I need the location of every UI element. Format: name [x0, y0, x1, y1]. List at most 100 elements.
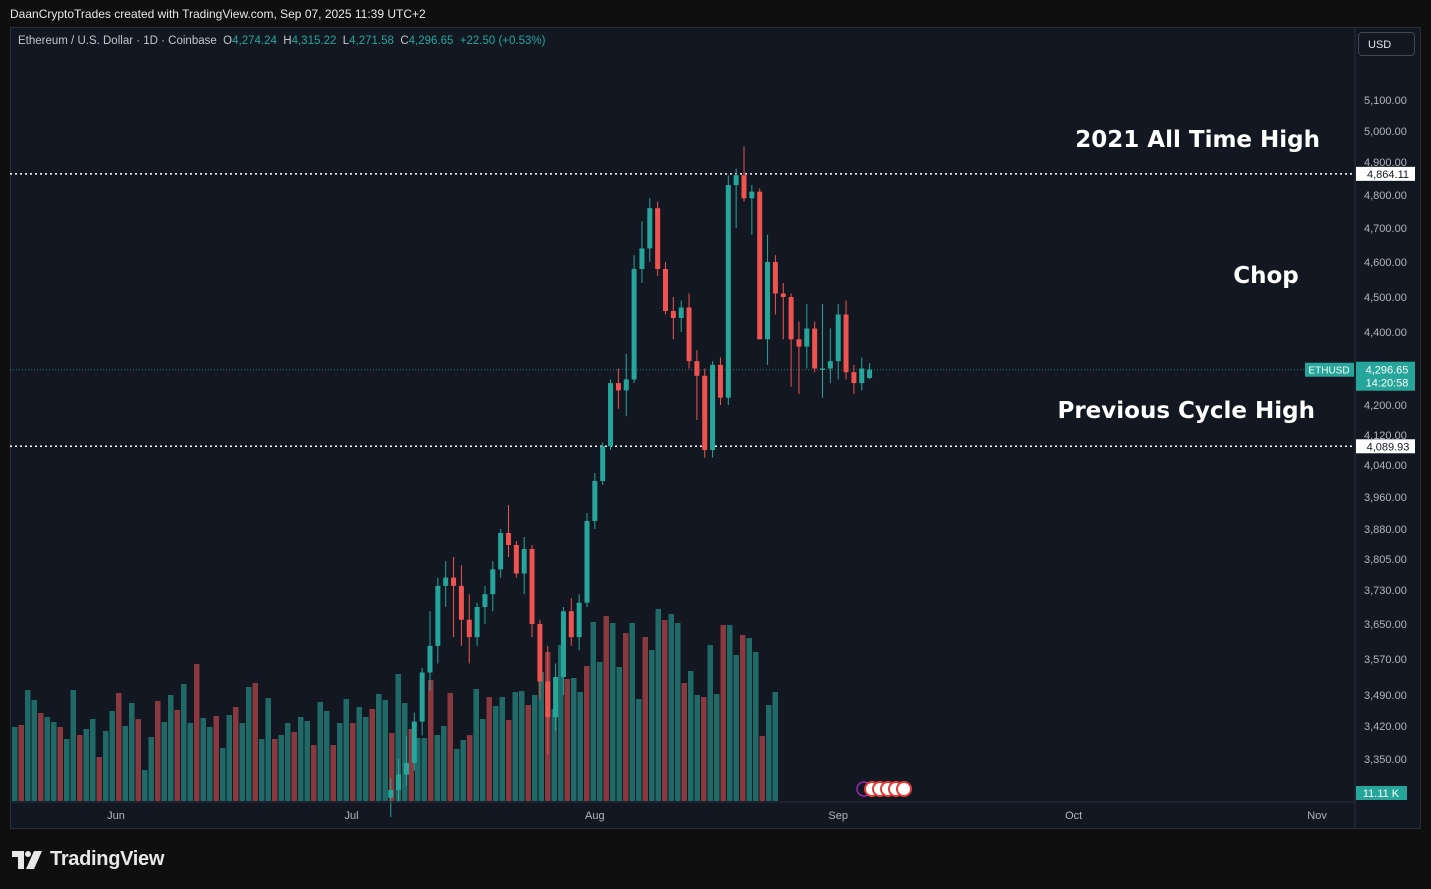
volume-bar: [558, 645, 564, 801]
y-tick-label: 4,500.00: [1364, 292, 1407, 304]
candle-body: [443, 577, 449, 586]
x-tick-label: Jun: [107, 810, 125, 822]
symbol-description: Ethereum / U.S. Dollar · 1D · Coinbase: [18, 35, 217, 47]
y-tick-label: 4,200.00: [1364, 400, 1407, 412]
candle-body: [545, 681, 551, 718]
candle-body: [663, 269, 668, 311]
x-tick-label: Nov: [1307, 810, 1327, 822]
volume-bar: [135, 719, 141, 801]
volume-bar: [64, 739, 70, 801]
close-value: 4,296.65: [408, 35, 454, 47]
volume-bar: [350, 723, 356, 801]
volume-bar: [382, 700, 388, 801]
volume-bar: [356, 707, 362, 801]
candle-body: [608, 383, 614, 447]
volume-bar: [272, 739, 278, 801]
bar-countdown: 14:20:58: [1366, 378, 1409, 390]
candle-body: [600, 446, 606, 481]
volume-bar: [168, 695, 174, 801]
candle-body: [647, 208, 653, 249]
candle-body: [451, 577, 457, 586]
volume-bar: [740, 635, 746, 801]
y-tick-label: 4,400.00: [1364, 327, 1407, 339]
y-tick-label: 3,960.00: [1364, 492, 1407, 504]
candle-body: [851, 372, 857, 384]
volume-bar: [285, 723, 291, 801]
volume-bar: [161, 722, 167, 801]
volume-bar: [707, 645, 713, 801]
y-tick-label: 3,420.00: [1364, 721, 1407, 733]
y-tick-label: 4,900.00: [1364, 157, 1407, 169]
volume-bar: [460, 740, 466, 801]
candle-body: [419, 672, 425, 722]
volume-badge: [1356, 786, 1407, 800]
economic-event-icon: [896, 781, 912, 797]
candle-body: [867, 369, 873, 378]
volume-bar: [239, 723, 245, 801]
volume-bar: [571, 678, 577, 801]
volume-value: 11.11 K: [1363, 788, 1400, 800]
y-tick-label: 3,350.00: [1364, 754, 1407, 766]
volume-bar: [148, 737, 154, 801]
symbol-tag-label: ETHUSD: [1308, 366, 1349, 377]
y-tick-label: 3,805.00: [1364, 554, 1407, 566]
volume-bar: [486, 697, 492, 801]
volume-bar: [772, 692, 778, 801]
volume-bar: [122, 726, 128, 801]
volume-bar: [207, 727, 213, 801]
volume-bar: [766, 705, 772, 801]
volume-bar: [324, 711, 330, 801]
volume-bar: [389, 733, 395, 801]
volume-bar: [142, 770, 148, 801]
volume-bar: [187, 723, 193, 801]
candle-body: [513, 545, 519, 574]
y-tick-label: 4,040.00: [1364, 460, 1407, 472]
candle-body: [553, 677, 559, 718]
candle-body: [733, 175, 739, 186]
volume-bar: [408, 729, 414, 801]
last-price-badge: [1356, 361, 1415, 391]
volume-bar: [597, 662, 603, 801]
close-label: C: [400, 35, 409, 47]
volume-bar: [337, 723, 343, 801]
volume-bar: [675, 623, 681, 801]
volume-bar: [109, 711, 115, 801]
key-level-price-value: 4,864.11: [1367, 169, 1409, 181]
candle-body: [576, 602, 582, 638]
candle-body: [694, 361, 700, 376]
key-level-price-value: 4,089.93: [1367, 441, 1410, 453]
volume-bar: [616, 667, 622, 801]
candle-body: [388, 790, 394, 798]
candle-body: [812, 328, 818, 369]
brand-name: TradingView: [50, 848, 165, 870]
volume-bar: [174, 710, 180, 801]
volume-bar: [759, 736, 765, 801]
tradingview-logo: TradingView: [12, 848, 164, 871]
candle-body: [435, 585, 441, 646]
volume-bar: [746, 638, 752, 801]
volume-bar: [493, 706, 499, 801]
y-tick-label: 4,120.00: [1364, 430, 1407, 442]
volume-bar: [96, 757, 102, 801]
volume-bar: [83, 729, 89, 801]
volume-bar: [512, 692, 518, 801]
volume-bar: [636, 699, 642, 801]
attribution-text: DaanCryptoTrades created with TradingVie…: [10, 7, 426, 21]
candle-body: [827, 361, 833, 369]
currency-button[interactable]: USD: [1358, 32, 1415, 56]
volume-bar: [38, 713, 44, 801]
volume-bar: [265, 698, 271, 801]
annotation-text: Chop: [1233, 263, 1299, 289]
high-label: H: [283, 35, 292, 47]
volume-bar: [603, 616, 609, 801]
candle-body: [717, 364, 723, 398]
candle-body: [631, 269, 637, 380]
volume-bar: [584, 666, 590, 801]
volume-bar: [753, 652, 759, 801]
volume-bar: [252, 683, 258, 801]
candle-body: [458, 585, 464, 620]
volume-bar: [434, 735, 440, 801]
volume-bar: [655, 609, 661, 801]
volume-bar: [467, 735, 473, 801]
y-tick-label: 5,100.00: [1364, 95, 1407, 107]
